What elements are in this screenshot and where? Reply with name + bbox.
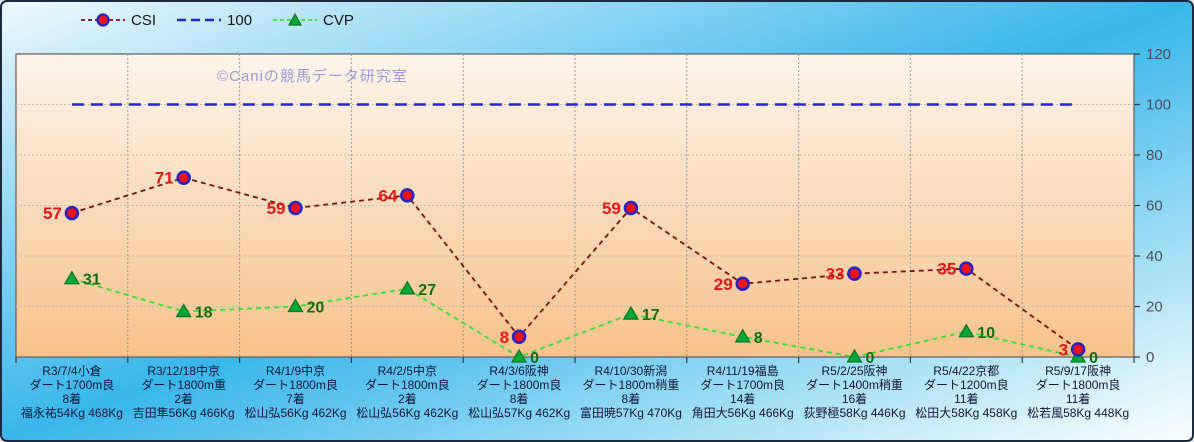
- value-label-cvp: 31: [83, 272, 101, 289]
- csi-marker: [288, 200, 303, 216]
- legend-label-csi: CSI: [131, 11, 157, 29]
- cvp-marker: [175, 303, 192, 318]
- x-axis-label: R4/1/9中京ダート1800m良 7着松山弘56Kg 462Kg: [244, 363, 346, 420]
- legend: CSI 100 CVP: [80, 8, 354, 32]
- csi-marker: [847, 266, 862, 281]
- x-axis-label: R4/3/6阪神ダート1800m良 8着松山弘57Kg 462Kg: [468, 364, 570, 420]
- y-axis-tick-label: 100: [1146, 97, 1171, 114]
- gridlines: [16, 54, 1134, 357]
- x-axis-label: R4/11/19福島ダート1700m良 14着角田大56Kg 466Kg: [692, 363, 794, 420]
- x-axis-label: R3/12/18中京ダート1800m重 2着吉田隼56Kg 466Kg: [133, 363, 235, 420]
- cvp-marker: [846, 348, 863, 363]
- legend-swatch-csi: [81, 13, 125, 27]
- csi-marker: [64, 205, 80, 221]
- csi-marker: [959, 261, 974, 276]
- series-cvp: 31 18 20 27 0 17 8 0 10 0: [63, 270, 1098, 367]
- cvp-marker: [510, 348, 528, 363]
- legend-swatch-100: [177, 18, 222, 22]
- value-label-cvp: 18: [195, 305, 213, 322]
- value-label-csi: 64: [378, 186, 397, 205]
- x-axis-label: R5/9/17阪神ダート1800m良 11着松若風58Kg 448Kg: [1027, 364, 1129, 420]
- y-axis-tick-label: 120: [1146, 46, 1171, 63]
- series-line-csi: [71, 176, 1079, 351]
- csi-marker: [400, 188, 415, 203]
- x-axis-labels: R3/7/4小倉ダート1700m良 8着福永祐54Kg 468KgR3/12/18…: [21, 363, 1129, 420]
- legend-item-csi: CSI: [80, 11, 156, 29]
- x-axis-label: R4/2/5中京ダート1800m良 2着松山弘56Kg 462Kg: [356, 363, 458, 420]
- y-axis-tick-label: 40: [1146, 248, 1163, 265]
- value-label-csi: 57: [43, 204, 62, 223]
- series-line-cvp: [71, 277, 1079, 358]
- legend-swatch-cvp: [273, 12, 318, 26]
- x-axis-label: R5/2/25阪神ダート1400m稍重 16着荻野極58Kg 446Kg: [803, 364, 905, 420]
- value-label-csi: 8: [500, 328, 509, 347]
- csi-marker: [735, 276, 750, 292]
- x-axis-label: R3/7/4小倉ダート1700m良 8着福永祐54Kg 468Kg: [21, 363, 123, 420]
- csi-marker: [176, 170, 191, 185]
- value-label-csi: 59: [602, 199, 621, 218]
- csi-marker: [623, 200, 639, 216]
- cvp-marker: [63, 270, 81, 285]
- series-csi: 57 71 59 64 8 59 29 33 35 3: [43, 169, 1086, 359]
- value-label-cvp: 0: [1089, 350, 1098, 367]
- value-label-cvp: 0: [866, 350, 875, 367]
- cvp-marker: [287, 298, 304, 313]
- cvp-marker: [958, 323, 975, 338]
- x-axis-label: R4/10/30新潟ダート1800m稍重 8着富田暁57Kg 470Kg: [580, 363, 682, 420]
- legend-item-100: 100: [176, 11, 252, 29]
- cvp-marker: [399, 280, 416, 295]
- value-label-csi: 35: [937, 260, 956, 279]
- cvp-marker: [734, 328, 751, 343]
- y-axis-tick-label: 0: [1146, 349, 1154, 366]
- value-label-cvp: 10: [977, 325, 995, 342]
- csi-marker: [511, 329, 527, 345]
- x-axis-label: R5/4/22京都ダート1200m良 11着松田大58Kg 458Kg: [915, 364, 1017, 420]
- cvp-marker: [622, 305, 640, 320]
- csi-marker: [1070, 342, 1086, 357]
- value-label-cvp: 17: [642, 307, 660, 324]
- value-label-csi: 3: [1059, 340, 1068, 359]
- legend-label-cvp: CVP: [323, 11, 354, 29]
- watermark: ©Caniの競馬データ研究室: [217, 68, 408, 85]
- value-label-cvp: 27: [418, 282, 436, 299]
- value-label-cvp: 0: [530, 350, 539, 367]
- legend-item-cvp: CVP: [272, 11, 354, 29]
- value-label-cvp: 8: [754, 330, 763, 347]
- value-label-csi: 33: [826, 265, 845, 284]
- value-label-csi: 71: [155, 169, 174, 188]
- y-axis-tick-label: 20: [1146, 299, 1163, 316]
- value-label-csi: 29: [714, 275, 733, 294]
- y-axis-tick-label: 80: [1146, 147, 1163, 164]
- y-axis-tick-label: 60: [1146, 198, 1163, 215]
- value-label-csi: 59: [267, 199, 286, 218]
- value-label-cvp: 20: [307, 300, 325, 317]
- legend-label-100: 100: [227, 11, 253, 29]
